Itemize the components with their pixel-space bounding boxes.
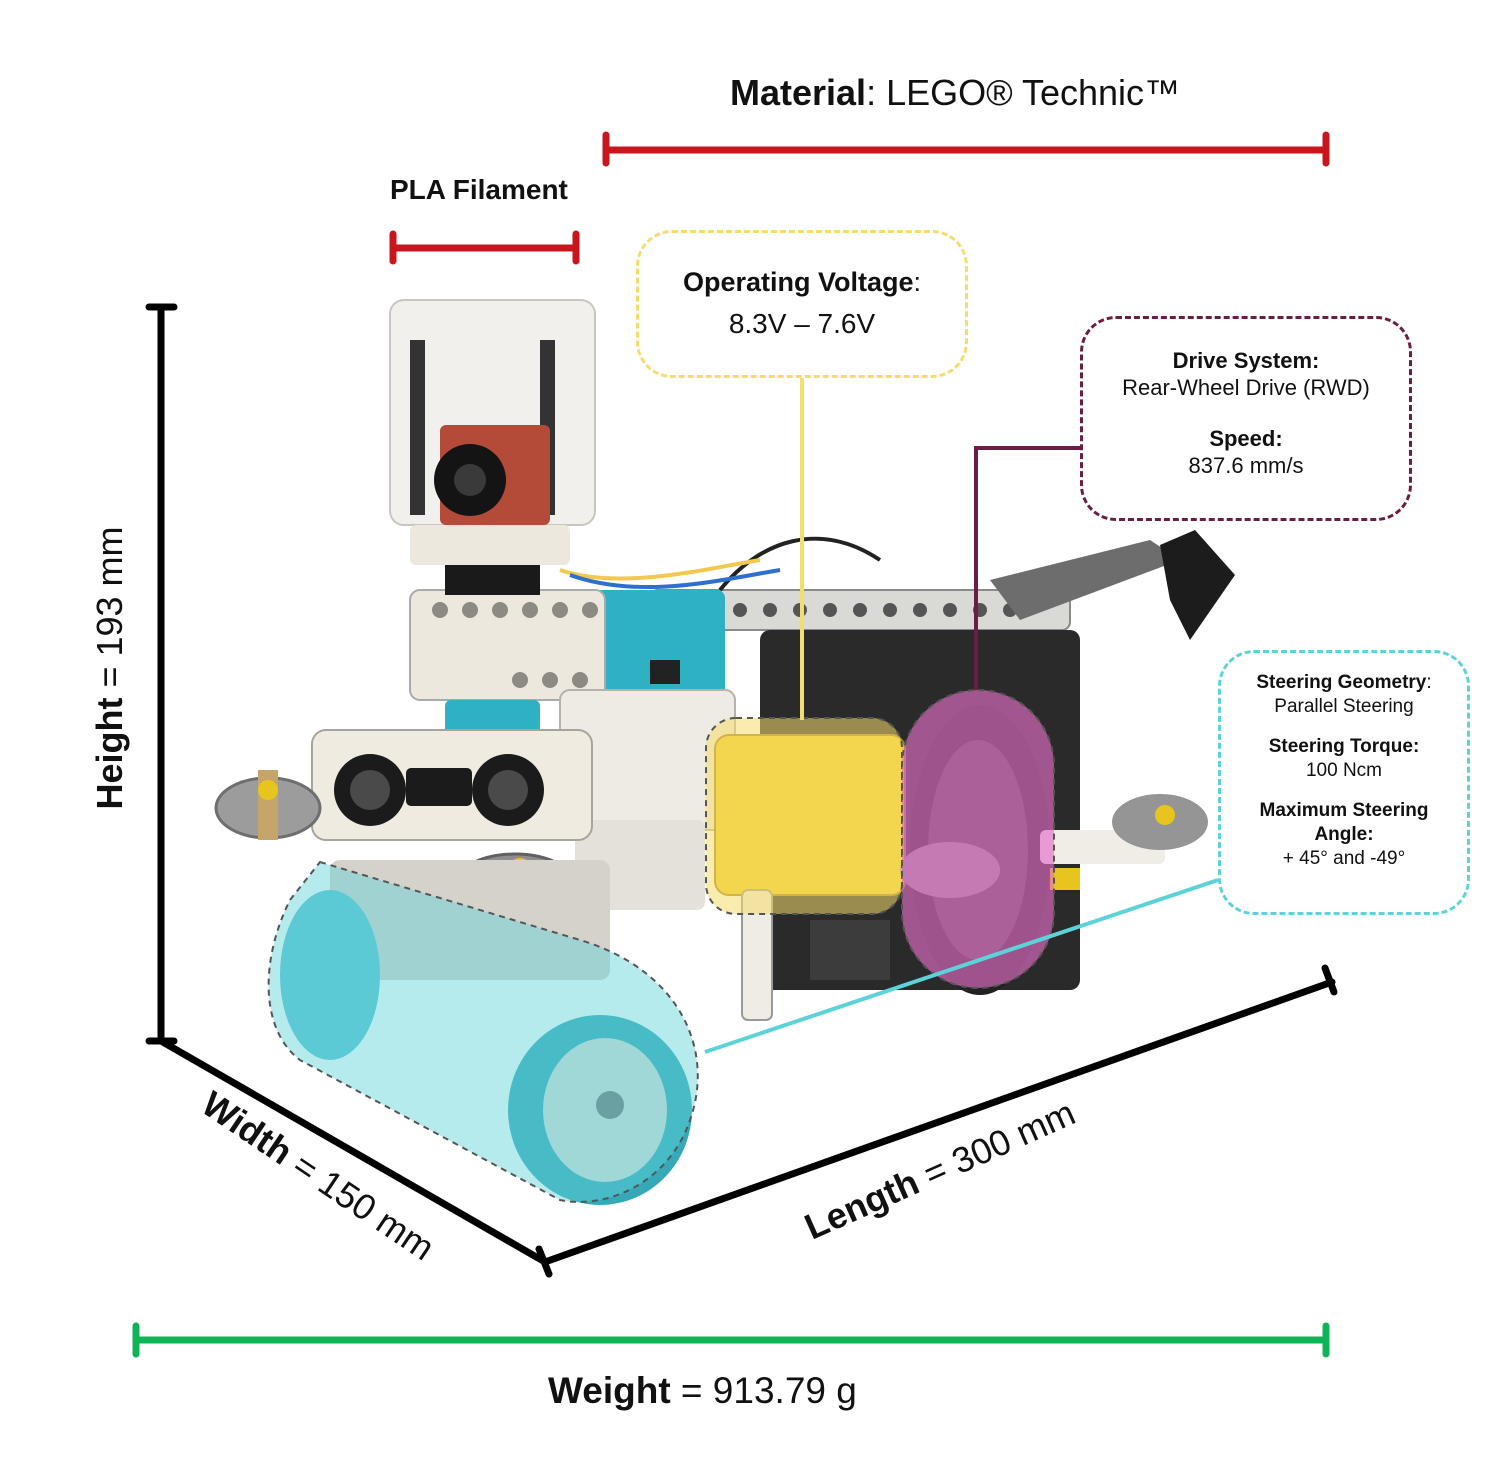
steering-angle-label-2: Angle:: [1314, 824, 1374, 845]
steering-geometry-label: Steering Geometry: [1256, 672, 1427, 693]
material-title: Material: LEGO® Technic™: [730, 72, 1180, 114]
steering-geometry-heading: Steering Geometry:: [1221, 671, 1467, 695]
height-dimension: Height = 193 mm: [89, 526, 131, 809]
weight-dimension: Weight = 913.79 g: [548, 1370, 857, 1412]
weight-value: = 913.79 g: [670, 1370, 857, 1411]
steering-callout: Steering Geometry: Parallel Steering Ste…: [1218, 650, 1470, 915]
voltage-heading: Operating Voltage:: [639, 267, 965, 298]
width-line: [157, 1037, 549, 1266]
steering-geometry-value: Parallel Steering: [1274, 696, 1414, 717]
height-line: [145, 303, 178, 1045]
weight-bar: [132, 1322, 1330, 1358]
speed-label: Speed:: [1209, 426, 1283, 451]
voltage-callout: Operating Voltage: 8.3V – 7.6V: [636, 230, 968, 378]
battery-highlight: [705, 717, 903, 915]
material-bar: [602, 131, 1330, 167]
rear-bumper: [1160, 530, 1235, 640]
drive-system-label: Drive System:: [1172, 348, 1320, 373]
front-axle: [330, 860, 610, 980]
speed-value: 837.6 mm/s: [1188, 453, 1304, 478]
voltage-label: Operating Voltage: [682, 267, 914, 297]
spike-hub: [585, 590, 725, 710]
front-wheel-left: [280, 890, 380, 1060]
rear-arm: [990, 540, 1180, 620]
weight-label: Weight: [548, 1370, 671, 1411]
material-label: Material: [730, 72, 867, 113]
drive-connector: [974, 446, 1080, 690]
steering-connector: [704, 878, 1219, 1054]
front-wheel-highlight: [267, 860, 699, 1203]
steering-geometry-colon: :: [1426, 672, 1432, 693]
steering-torque-value: 100 Ncm: [1305, 760, 1383, 781]
steering-angle-label-1: Maximum Steering: [1259, 800, 1429, 821]
height-value: = 193 mm: [89, 526, 130, 698]
length-line: [535, 964, 1338, 1278]
steering-angle-value: + 45° and -49°: [1282, 848, 1406, 869]
height-label: Height: [89, 697, 130, 810]
voltage-value: 8.3V – 7.6V: [728, 308, 876, 339]
voltage-colon: :: [913, 267, 922, 297]
steering-torque-label: Steering Torque:: [1268, 736, 1420, 757]
pla-bar: [389, 230, 580, 265]
drive-system-value: Rear-Wheel Drive (RWD): [1122, 375, 1370, 400]
material-value: : LEGO® Technic™: [866, 72, 1181, 113]
drive-callout: Drive System: Rear-Wheel Drive (RWD) Spe…: [1080, 316, 1412, 521]
pla-filament-label: PLA Filament: [390, 174, 568, 205]
